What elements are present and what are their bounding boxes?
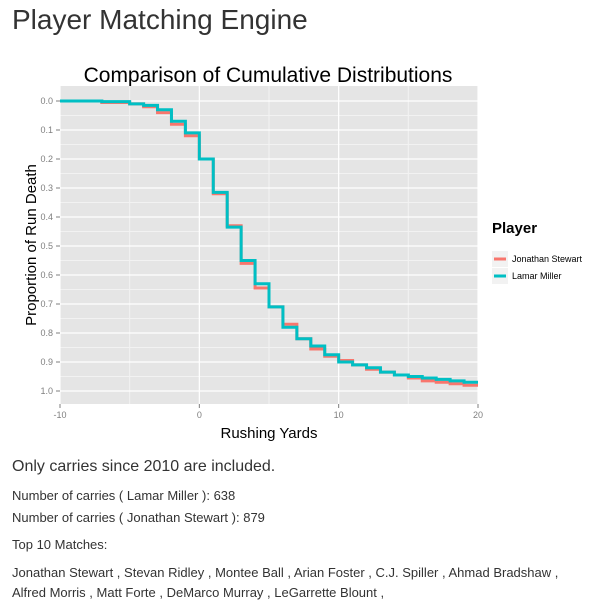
y-axis-ticks: 0.0 0.1 0.2 0.3 0.4 0.5 0.6 0.7 0.8 0.9 1.0 — [40, 96, 60, 396]
chart-svg: Comparison of Cumulative Distributions -… — [23, 64, 583, 442]
carries-value: 879 — [243, 510, 265, 525]
carries-stat: Number of carries ( Jonathan Stewart ): … — [12, 510, 265, 525]
match-item: LeGarrette Blount — [274, 585, 377, 600]
carries-stat: Number of carries ( Lamar Miller ): 638 — [12, 488, 235, 503]
match-item: Alfred Morris — [12, 585, 86, 600]
legend: Player Jonathan Stewart Lamar Miller — [492, 220, 583, 284]
match-item: Stevan Ridley — [124, 565, 205, 580]
carries-value: 638 — [213, 488, 236, 503]
y-tick-label: 0.0 — [40, 96, 53, 106]
cdf-chart: Comparison of Cumulative Distributions -… — [0, 58, 611, 450]
match-item: Montee Ball — [215, 565, 284, 580]
legend-label: Lamar Miller — [512, 271, 562, 281]
chart-title: Comparison of Cumulative Distributions — [84, 64, 453, 87]
match-separator: , — [204, 565, 216, 580]
match-separator: , — [551, 565, 559, 580]
page-title: Player Matching Engine — [12, 4, 308, 35]
match-separator: , — [113, 565, 125, 580]
match-item: Jonathan Stewart — [12, 565, 114, 580]
series-line-lamar-miller — [60, 99, 478, 384]
matches-heading: Top 10 Matches: — [12, 537, 108, 552]
y-tick-label: 0.6 — [40, 270, 53, 280]
y-tick-label: 0.9 — [40, 357, 53, 367]
y-tick-label: 0.2 — [40, 154, 53, 164]
y-tick-label: 0.4 — [40, 212, 53, 222]
match-item: DeMarco Murray — [166, 585, 264, 600]
match-separator: , — [376, 585, 385, 600]
y-axis-label: Proportion of Run Death — [23, 164, 40, 326]
y-tick-label: 0.1 — [40, 125, 53, 135]
x-axis-ticks: -10 0 10 20 — [53, 404, 483, 420]
match-item: Matt Forte — [96, 585, 156, 600]
match-item: Ahmad Bradshaw — [448, 565, 552, 580]
match-separator: , — [263, 585, 275, 600]
matches-list: Jonathan Stewart , Stevan Ridley , Monte… — [12, 563, 608, 603]
x-tick-label: 20 — [473, 410, 483, 420]
match-item: C.J. Spiller — [375, 565, 439, 580]
match-separator: , — [438, 565, 449, 580]
x-tick-label: 10 — [334, 410, 344, 420]
x-tick-label: -10 — [53, 410, 66, 420]
carries-label: Number of carries ( Lamar Miller ): — [12, 488, 210, 503]
match-item: Arian Foster — [293, 565, 365, 580]
x-tick-label: 0 — [197, 410, 202, 420]
series-lines — [60, 99, 478, 387]
data-notice: Only carries since 2010 are included. — [12, 458, 276, 475]
y-tick-label: 0.5 — [40, 241, 53, 251]
x-axis-label: Rushing Yards — [220, 425, 317, 442]
y-tick-label: 0.3 — [40, 183, 53, 193]
major-gridlines — [59, 86, 479, 404]
match-separator: , — [364, 565, 376, 580]
carries-label: Number of carries ( Jonathan Stewart ): — [12, 510, 240, 525]
y-tick-label: 1.0 — [40, 386, 53, 396]
y-tick-label: 0.7 — [40, 299, 53, 309]
legend-label: Jonathan Stewart — [512, 254, 583, 264]
match-separator: , — [85, 585, 97, 600]
y-tick-label: 0.8 — [40, 328, 53, 338]
match-separator: , — [283, 565, 294, 580]
legend-title: Player — [492, 220, 537, 237]
match-separator: , — [155, 585, 167, 600]
